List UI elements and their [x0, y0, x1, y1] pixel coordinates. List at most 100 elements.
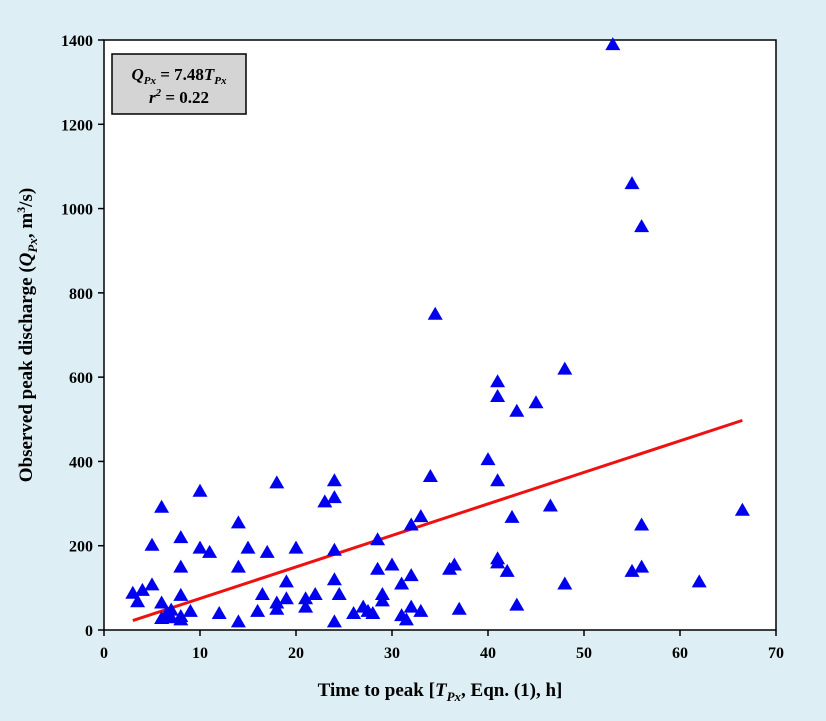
data-point: [326, 542, 342, 556]
data-point: [370, 561, 386, 575]
regression-line: [132, 418, 743, 622]
data-point: [403, 599, 419, 613]
data-point: [326, 473, 342, 487]
data-point: [192, 483, 208, 497]
data-point: [370, 532, 386, 546]
data-point: [317, 494, 333, 508]
data-point: [173, 612, 189, 626]
x-tick-label: 70: [768, 645, 784, 662]
data-point: [154, 499, 170, 513]
y-tick-label: 1000: [61, 202, 93, 219]
x-tick-label: 40: [480, 645, 496, 662]
data-point: [173, 530, 189, 544]
y-tick-label: 0: [85, 623, 93, 640]
x-tick-label: 50: [576, 645, 592, 662]
data-point: [374, 587, 390, 601]
data-point: [182, 603, 198, 617]
y-tick-label: 800: [69, 286, 93, 303]
data-point: [278, 574, 294, 588]
data-point: [528, 395, 544, 409]
data-point: [509, 403, 525, 417]
x-tick-label: 20: [288, 645, 304, 662]
data-point: [691, 574, 707, 588]
x-axis-label: Time to peak [TPx, Eqn. (1), h]: [318, 680, 563, 704]
annotation-box: [111, 53, 247, 115]
data-point: [254, 587, 270, 601]
y-tick-label: 600: [69, 370, 93, 387]
annotation-r-squared: r2 = 0.22: [149, 87, 209, 107]
data-point: [605, 37, 621, 51]
data-point: [259, 544, 275, 558]
data-point: [163, 602, 179, 616]
data-point: [490, 388, 506, 402]
y-tick-label: 200: [69, 539, 93, 556]
data-point: [504, 509, 520, 523]
data-point: [211, 605, 227, 619]
data-point: [398, 612, 414, 626]
data-point: [331, 587, 347, 601]
data-point: [394, 576, 410, 590]
data-point: [230, 515, 246, 529]
data-point: [557, 361, 573, 375]
data-point: [490, 473, 506, 487]
data-point: [130, 594, 146, 608]
data-point: [250, 603, 266, 617]
y-tick-label: 400: [69, 454, 93, 471]
data-point: [298, 591, 314, 605]
data-point: [490, 374, 506, 388]
data-point: [144, 537, 160, 551]
annotation-equation: QPx = 7.48TPx: [131, 65, 227, 87]
data-point: [326, 614, 342, 628]
data-point: [173, 587, 189, 601]
data-point: [557, 576, 573, 590]
data-point: [154, 595, 170, 609]
data-point: [490, 555, 506, 569]
x-tick-label: 30: [384, 645, 400, 662]
data-point: [480, 452, 496, 466]
data-point: [734, 502, 750, 516]
data-point: [240, 540, 256, 554]
data-point: [230, 614, 246, 628]
data-point: [269, 601, 285, 615]
x-tick-label: 60: [672, 645, 688, 662]
data-point: [298, 599, 314, 613]
data-point: [365, 605, 381, 619]
data-point: [326, 572, 342, 586]
data-point: [326, 490, 342, 504]
data-point: [384, 557, 400, 571]
data-point: [134, 582, 150, 596]
data-point: [202, 544, 218, 558]
data-point: [288, 540, 304, 554]
data-point: [446, 557, 462, 571]
data-point: [192, 540, 208, 554]
data-point: [624, 563, 640, 577]
data-point: [634, 219, 650, 233]
data-point: [278, 591, 294, 605]
data-point: [509, 597, 525, 611]
data-point: [634, 517, 650, 531]
data-point: [346, 605, 362, 619]
data-point: [230, 559, 246, 573]
y-axis-label: Observed peak discharge (QPx, m3/s): [14, 188, 40, 482]
y-tick-label: 1200: [61, 117, 93, 134]
data-point: [624, 176, 640, 190]
data-point: [427, 306, 443, 320]
x-tick-label: 10: [192, 645, 208, 662]
y-tick-label: 1400: [61, 33, 93, 50]
data-point: [307, 587, 323, 601]
data-point: [499, 563, 515, 577]
data-point: [403, 517, 419, 531]
data-point: [451, 601, 467, 615]
data-point: [269, 475, 285, 489]
plot-area: [103, 39, 777, 631]
data-point: [422, 469, 438, 483]
data-point: [173, 559, 189, 573]
data-point: [413, 509, 429, 523]
data-point: [542, 498, 558, 512]
x-tick-label: 0: [100, 645, 108, 662]
data-point: [144, 577, 160, 591]
data-point: [403, 568, 419, 582]
data-point: [413, 603, 429, 617]
